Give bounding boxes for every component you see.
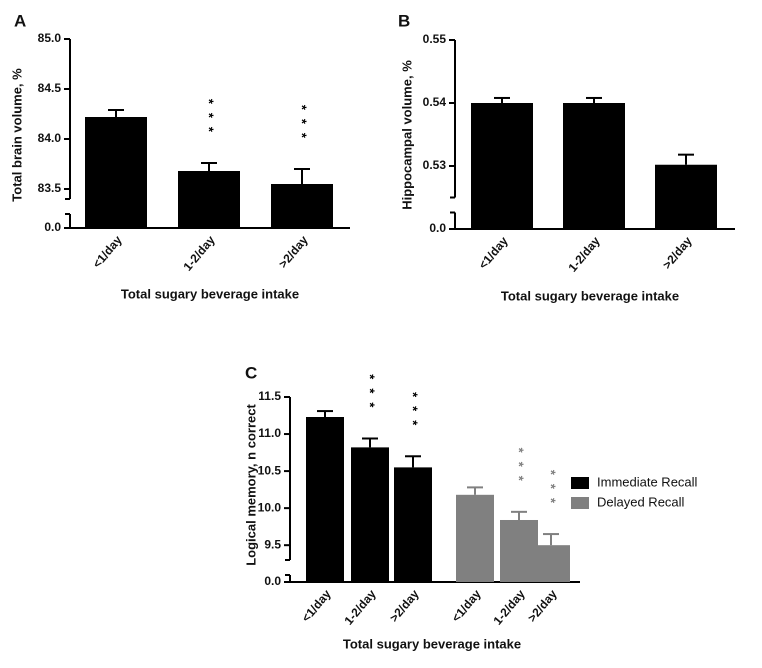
x-tick-label: >2/day bbox=[276, 233, 311, 271]
bar bbox=[563, 103, 625, 229]
legend-swatch bbox=[571, 497, 589, 509]
x-tick-label: 1-2/day bbox=[490, 587, 528, 628]
y-tick-label: 9.5 bbox=[264, 537, 281, 551]
bar bbox=[655, 164, 717, 229]
bar bbox=[351, 447, 389, 582]
significance: *** bbox=[406, 392, 421, 434]
legend-label: Immediate Recall bbox=[597, 474, 698, 489]
x-tick-label: 1-2/day bbox=[341, 587, 379, 628]
panel-label: C bbox=[245, 363, 257, 382]
y-axis-title: Hippocampal volume, % bbox=[399, 60, 414, 210]
y-tick-label: 0.53 bbox=[423, 158, 447, 172]
x-axis-title: Total sugary beverage intake bbox=[343, 636, 521, 651]
bar bbox=[178, 171, 240, 228]
legend-swatch bbox=[571, 477, 589, 489]
y-tick-label: 10.0 bbox=[258, 500, 282, 514]
x-tick-label: <1/day bbox=[90, 233, 125, 271]
y-tick-label: 84.0 bbox=[38, 131, 62, 145]
bar bbox=[471, 103, 533, 229]
y-tick-label: 0.54 bbox=[423, 95, 447, 109]
y-tick-label: 84.5 bbox=[38, 81, 62, 95]
x-tick-label: >2/day bbox=[525, 587, 560, 625]
significance: *** bbox=[202, 99, 217, 141]
significance: *** bbox=[512, 448, 527, 490]
y-tick-label: 0.55 bbox=[423, 32, 447, 46]
bar bbox=[532, 545, 570, 582]
y-tick-label: 0.0 bbox=[44, 220, 61, 234]
y-axis-title: Total brain volume, % bbox=[9, 68, 24, 202]
x-tick-label: <1/day bbox=[449, 587, 484, 625]
x-axis-title: Total sugary beverage intake bbox=[121, 286, 299, 301]
significance: *** bbox=[544, 470, 559, 512]
bar bbox=[456, 494, 494, 582]
significance: *** bbox=[363, 374, 378, 416]
x-tick-label: <1/day bbox=[476, 234, 511, 272]
bar bbox=[500, 519, 538, 582]
panel-label: A bbox=[14, 11, 26, 30]
y-tick-label: 83.5 bbox=[38, 181, 62, 195]
legend-label: Delayed Recall bbox=[597, 494, 685, 509]
x-axis-title: Total sugary beverage intake bbox=[501, 288, 679, 303]
y-tick-label: 0.0 bbox=[429, 221, 446, 235]
x-tick-label: <1/day bbox=[299, 587, 334, 625]
bar bbox=[271, 184, 333, 228]
x-tick-label: >2/day bbox=[660, 234, 695, 272]
y-tick-label: 10.5 bbox=[258, 463, 282, 477]
bar bbox=[85, 117, 147, 228]
y-tick-label: 0.0 bbox=[264, 574, 281, 588]
x-tick-label: >2/day bbox=[387, 587, 422, 625]
x-tick-label: 1-2/day bbox=[180, 233, 218, 274]
y-tick-label: 11.0 bbox=[258, 426, 281, 440]
significance: *** bbox=[295, 105, 310, 147]
y-tick-label: 11.5 bbox=[258, 389, 281, 403]
panel-label: B bbox=[398, 11, 410, 30]
y-tick-label: 85.0 bbox=[38, 31, 62, 45]
x-tick-label: 1-2/day bbox=[565, 234, 603, 275]
bar bbox=[306, 417, 344, 582]
bar bbox=[394, 467, 432, 582]
y-axis-title: Logical memory, n correct bbox=[243, 404, 258, 566]
